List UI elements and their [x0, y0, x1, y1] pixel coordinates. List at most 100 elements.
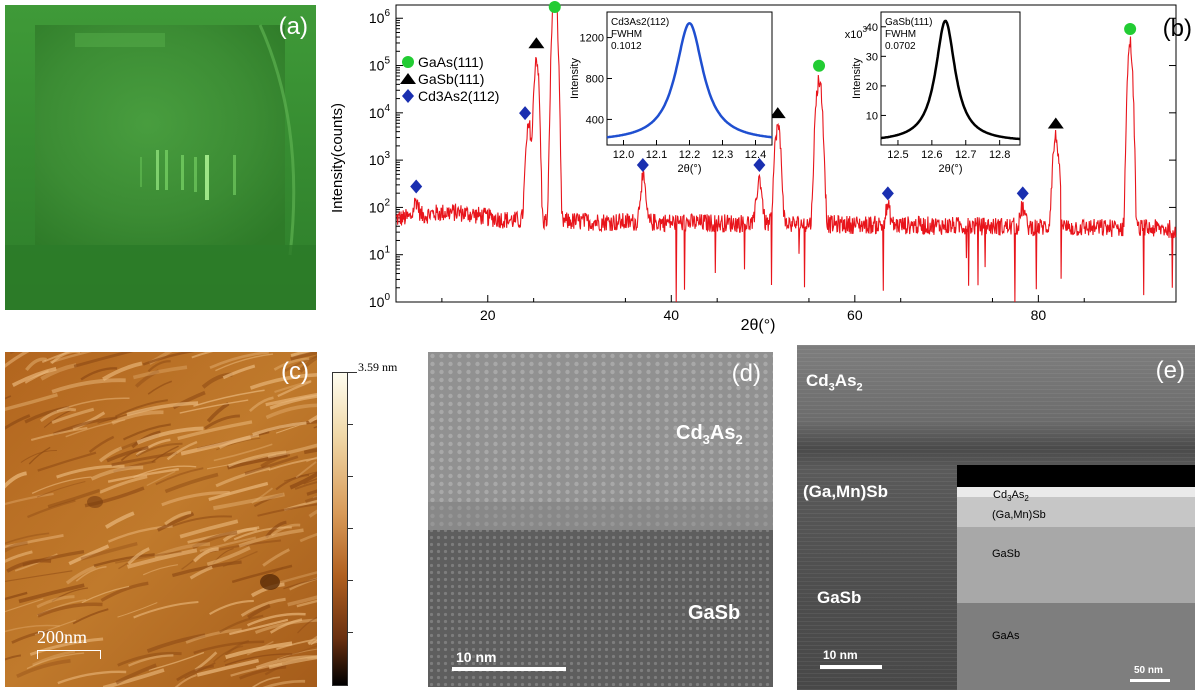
afm-terrace-streak — [275, 473, 310, 491]
afm-terrace-streak — [135, 369, 160, 388]
inset-x-axis-label: 2θ(°) — [939, 163, 963, 175]
afm-terrace-streak — [65, 565, 96, 585]
afm-terrace-streak — [127, 547, 150, 565]
cd3as2-peak-marker — [881, 186, 894, 201]
afm-terrace-streak — [52, 416, 118, 436]
afm-terrace-streak — [206, 402, 230, 423]
afm-terrace-streak — [123, 423, 171, 441]
inset-x-axis-label: 2θ(°) — [678, 163, 702, 175]
afm-terrace-streak — [298, 355, 317, 373]
inset-peak-line — [881, 19, 1020, 141]
stem-layer-gamnsb: (Ga,Mn)Sb — [803, 482, 888, 501]
afm-terrace-streak — [184, 662, 216, 680]
afm-terrace-streak — [213, 443, 273, 462]
afm-terrace-streak — [5, 598, 44, 613]
gaas-peak-marker — [813, 59, 826, 72]
afm-terrace-streak — [5, 550, 33, 563]
tem-d-scalebar-text: 10 nm — [456, 649, 497, 665]
tem-d-scalebar — [452, 667, 566, 671]
afm-terrace-streak — [289, 577, 317, 591]
xrd-y-tick-label: 102 — [369, 197, 391, 215]
afm-terrace-streak — [126, 548, 198, 569]
afm-terrace-streak — [294, 481, 317, 490]
inset-layer-gaas: GaAs — [992, 630, 1020, 642]
afm-terrace-streak — [11, 629, 49, 644]
afm-terrace-streak — [239, 665, 287, 680]
afm-terrace-streak — [68, 544, 110, 566]
panel-a-label: (a) — [278, 13, 308, 40]
afm-terrace-streak — [32, 649, 76, 667]
afm-terrace-streak — [268, 655, 317, 670]
afm-terrace-streak — [227, 453, 288, 470]
afm-terrace-streak — [193, 640, 265, 655]
gaas-peak-marker — [1124, 22, 1137, 35]
afm-terrace-streak — [268, 457, 317, 471]
afm-terrace-streak — [229, 618, 289, 636]
afm-terrace-streak — [90, 465, 144, 481]
xrd-line-group — [395, 5, 1177, 303]
panel-d-label: (d) — [731, 360, 761, 387]
inset-peak-line — [606, 21, 773, 139]
panel-b-xrd-chart: 100 101 102 103 104 105 106 20 40 60 80 GaAs(111) G… — [316, 0, 1198, 340]
xrd-x-tick-label: 40 — [664, 307, 680, 323]
afm-terrace-streak — [105, 511, 135, 529]
panel-e-stem-image: (e) Cd3As2 (Ga,Mn)Sb GaSb 10 nm Cd3As2 (… — [797, 345, 1195, 690]
afm-terrace-streak — [75, 565, 107, 582]
xrd-legend: GaAs(111)GaSb(111)Cd3As2(112) — [418, 54, 499, 104]
afm-terrace-streak — [5, 352, 29, 368]
afm-terrace-streak — [192, 547, 219, 563]
afm-terrace-streak — [115, 550, 182, 564]
afm-terrace-streak — [169, 515, 232, 528]
afm-terrace-streak — [222, 527, 257, 542]
cd3as2-peak-marker — [402, 89, 414, 103]
afm-terrace-streak — [278, 571, 317, 585]
afm-terrace-streak — [303, 448, 317, 455]
inset-title: Cd3As2(112) — [611, 17, 669, 28]
afm-terrace-streak — [219, 614, 264, 633]
afm-terrace-streak — [310, 639, 317, 646]
afm-terrace-streak — [157, 512, 195, 532]
afm-terrace-streak — [174, 674, 197, 687]
afm-terrace-streak — [114, 399, 168, 418]
afm-terrace-streak — [41, 352, 71, 363]
afm-terrace-streak — [191, 352, 214, 359]
afm-terrace-streak — [208, 481, 269, 502]
afm-terrace-streak — [133, 600, 199, 619]
afm-terrace-streak — [191, 530, 238, 550]
afm-terrace-streak — [308, 509, 317, 518]
afm-terrace-streak — [36, 481, 86, 498]
afm-terrace-streak — [251, 487, 274, 504]
afm-terrace-streak — [164, 510, 192, 526]
xrd-y-tick-label: 104 — [369, 103, 391, 121]
afm-terrace-streak — [177, 420, 253, 441]
afm-terrace-streak — [277, 380, 312, 398]
inset-x-tick-label: 12.4 — [745, 149, 766, 161]
inset-layer-gamnsb: (Ga,Mn)Sb — [992, 509, 1046, 521]
inset-y-axis-label: Intensity — [569, 58, 581, 99]
afm-terrace-streak — [5, 492, 54, 506]
afm-terrace-streak — [209, 599, 254, 616]
afm-terrace-streak — [176, 664, 214, 682]
afm-terrace-streak — [249, 373, 317, 390]
afm-terrace-streak — [16, 659, 71, 679]
xrd-y-tick-label: 101 — [369, 245, 391, 263]
xrd-y-tick-label: 106 — [369, 8, 391, 26]
afm-terrace-streak — [199, 536, 257, 553]
afm-terrace-streak — [251, 676, 280, 687]
xrd-y-tick-label: 100 — [369, 292, 391, 310]
afm-terrace-streak — [146, 470, 176, 487]
afm-terrace-streak — [267, 443, 317, 459]
afm-terrace-streak — [142, 352, 195, 366]
afm-topography — [5, 352, 317, 687]
inset-gasb-chart: 12.5 12.6 12.7 12.8 10 20 30 40 GaSb(111)FWHM0.0… — [845, 11, 1021, 175]
inset-fwhm-annotation: FWHM — [611, 29, 642, 40]
xrd-legend-entry: GaSb(111) — [418, 71, 484, 87]
xrd-x-tick-label: 20 — [480, 307, 496, 323]
stem-scalebar — [820, 665, 882, 669]
afm-terrace-streak — [284, 354, 317, 372]
afm-terrace-streak — [126, 401, 199, 417]
panel-b-label: (b) — [1163, 15, 1192, 42]
afm-terrace-streak — [5, 654, 22, 661]
xrd-x-tick-label: 60 — [847, 307, 863, 323]
afm-terrace-streak — [283, 578, 317, 590]
